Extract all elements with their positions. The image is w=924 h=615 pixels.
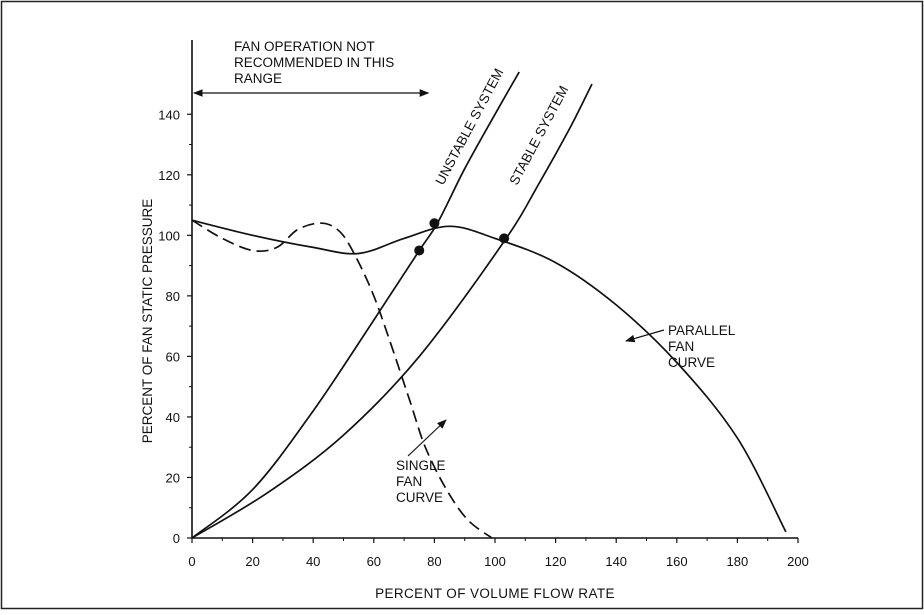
not-recommended-label: RANGE [234,71,282,86]
not-recommended-label: FAN OPERATION NOT [234,39,375,54]
single-fan-curve-label: CURVE [396,490,443,505]
x-tick-label: 140 [605,554,627,569]
y-axis-label: PERCENT OF FAN STATIC PRESSURE [140,199,155,444]
operating-point [414,245,425,256]
x-tick-label: 80 [427,554,441,569]
operating-point [499,233,510,244]
stable-system-curve [191,83,593,539]
single-fan-curve [191,219,493,539]
x-tick-label: 120 [545,554,567,569]
x-tick-label: 100 [484,554,506,569]
parallel-fan-curve [191,219,787,533]
y-tick-label: 120 [158,168,180,183]
operating-point [429,218,440,229]
x-axis-label: PERCENT OF VOLUME FLOW RATE [375,586,615,601]
not-recommended-label: RECOMMENDED IN THIS [234,55,394,70]
y-tick-label: 140 [158,107,180,122]
x-tick-label: 160 [666,554,688,569]
y-tick-label: 80 [166,289,180,304]
y-tick-label: 0 [173,531,180,546]
parallel-fan-curve-pointer [625,329,665,343]
single-fan-curve-pointer [407,419,447,457]
y-tick-label: 100 [158,228,180,243]
parallel-fan-curve-label: CURVE [668,355,715,370]
x-tick-label: 20 [245,554,259,569]
parallel-fan-curve-label: FAN [668,339,694,354]
unstable-system-curve [191,71,520,539]
y-tick-label: 20 [166,470,180,485]
x-tick-label: 60 [367,554,381,569]
y-tick-label: 60 [166,349,180,364]
y-tick-label: 40 [166,410,180,425]
single-fan-curve-label: FAN [396,474,422,489]
parallel-fan-curve-label: PARALLEL [668,323,736,338]
x-tick-label: 200 [787,554,809,569]
x-tick-label: 0 [188,554,195,569]
single-fan-curve-label: SINGLE [396,458,446,473]
x-tick-label: 180 [727,554,749,569]
x-tick-label: 40 [306,554,320,569]
